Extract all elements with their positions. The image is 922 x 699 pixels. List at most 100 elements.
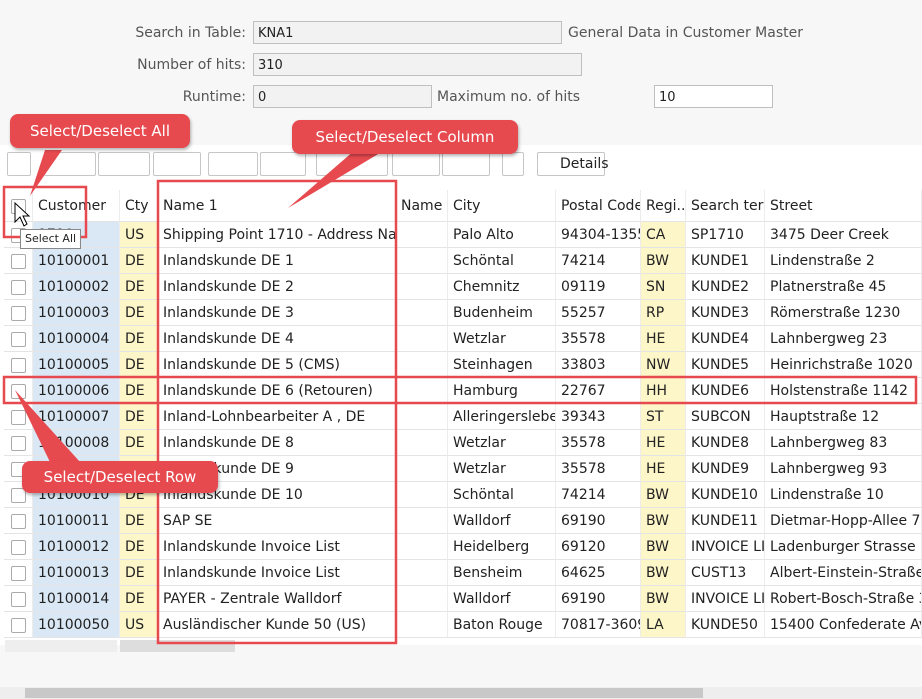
row-checkbox[interactable] xyxy=(11,306,26,321)
row-checkbox[interactable] xyxy=(11,358,26,373)
table-cell: HE xyxy=(641,326,686,352)
column-header[interactable]: Regi... xyxy=(641,190,686,222)
table-cell: 35578 xyxy=(556,430,641,456)
row-checkbox[interactable] xyxy=(11,514,26,529)
table-cell xyxy=(396,222,448,248)
table-cell: Bensheim xyxy=(448,560,556,586)
table-cell xyxy=(396,300,448,326)
table-cell: HE xyxy=(641,456,686,482)
zoom-button[interactable] xyxy=(7,152,31,176)
table-cell: 35578 xyxy=(556,456,641,482)
table-cell: Inlandskunde DE 6 (Retouren) xyxy=(158,378,396,404)
table-cell: Palo Alto xyxy=(448,222,556,248)
layout-button[interactable] xyxy=(442,152,490,176)
table-cell: DE xyxy=(120,378,158,404)
table-cell xyxy=(396,404,448,430)
table-cell xyxy=(396,560,448,586)
table-cell: Römerstraße 1230 xyxy=(765,300,922,326)
row-checkbox[interactable] xyxy=(11,332,26,347)
highlight xyxy=(2,375,918,405)
table-cell: 10100013 xyxy=(33,560,120,586)
table-cell: 22767 xyxy=(556,378,641,404)
table-cell: KUNDE5 xyxy=(686,352,765,378)
runtime-input[interactable]: 0 xyxy=(253,85,432,108)
cursor xyxy=(14,201,31,227)
max-input[interactable]: 10 xyxy=(654,85,773,108)
column-header[interactable]: Customer xyxy=(33,190,120,222)
table-cell: 10100002 xyxy=(33,274,120,300)
table-cell: 10100012 xyxy=(33,534,120,560)
table-cell: DE xyxy=(120,352,158,378)
table-cell: US xyxy=(120,222,158,248)
table-cell: BW xyxy=(641,560,686,586)
table-cell: Budenheim xyxy=(448,300,556,326)
scroll-thumb[interactable] xyxy=(25,688,703,698)
table-cell: DE xyxy=(120,326,158,352)
table-cell: 69190 xyxy=(556,508,641,534)
table-cell: 10100001 xyxy=(33,248,120,274)
column-header[interactable]: Postal Code xyxy=(556,190,641,222)
table-cell: 94304-1355 xyxy=(556,222,641,248)
row-checkbox[interactable] xyxy=(11,488,26,503)
row-selector[interactable] xyxy=(4,274,33,300)
table-cell: KUNDE8 xyxy=(686,430,765,456)
table-cell: SUBCON xyxy=(686,404,765,430)
table-cell xyxy=(396,612,448,638)
table-cell: DE xyxy=(120,560,158,586)
tooltip: Select All xyxy=(20,229,82,249)
table-cell: Lindenstraße 10 xyxy=(765,482,922,508)
highlight xyxy=(156,179,398,645)
table-cell xyxy=(396,326,448,352)
table-input[interactable]: KNA1 xyxy=(253,21,562,44)
table-cell: 55257 xyxy=(556,300,641,326)
table-cell: 70817-3609 xyxy=(556,612,641,638)
row-checkbox[interactable] xyxy=(11,592,26,607)
table-cell: Lahnbergweg 23 xyxy=(765,326,922,352)
table-cell: 10100011 xyxy=(33,508,120,534)
row-checkbox[interactable] xyxy=(11,540,26,555)
table-cell: INVOICE LI xyxy=(686,534,765,560)
table-cell: KUNDE2 xyxy=(686,274,765,300)
row-checkbox[interactable] xyxy=(11,436,26,451)
row-checkbox[interactable] xyxy=(11,384,26,399)
table-cell: Wetzlar xyxy=(448,456,556,482)
scrollbar xyxy=(5,640,117,652)
table-cell: Robert-Bosch-Straße 3 xyxy=(765,586,922,612)
table-cell xyxy=(396,586,448,612)
table-cell: 15400 Confederate Ave xyxy=(765,612,922,638)
subtotal-button[interactable] xyxy=(260,152,306,176)
table-cell: Inlandskunde DE 8 xyxy=(158,430,396,456)
row-checkbox[interactable] xyxy=(11,618,26,633)
table-cell: 10100003 xyxy=(33,300,120,326)
find-button[interactable] xyxy=(98,152,150,176)
column-header[interactable]: Name 1 xyxy=(158,190,396,222)
row-checkbox[interactable] xyxy=(11,254,26,269)
table-cell: Lindenstraße 2 xyxy=(765,248,922,274)
table-cell: Inlandskunde DE 3 xyxy=(158,300,396,326)
table-cell: KUNDE50 xyxy=(686,612,765,638)
column-header[interactable]: Name 2 xyxy=(396,190,448,222)
sum-button[interactable] xyxy=(208,152,258,176)
label: Maximum no. of hits xyxy=(437,89,581,105)
table-cell: Platnerstraße 45 xyxy=(765,274,922,300)
row-checkbox[interactable] xyxy=(11,566,26,581)
table-cell: INVOICE LI xyxy=(686,586,765,612)
table-cell: DE xyxy=(120,534,158,560)
details-button[interactable]: Details xyxy=(537,152,609,176)
row-checkbox[interactable] xyxy=(11,410,26,425)
filter-button[interactable] xyxy=(153,152,201,176)
table-desc: General Data in Customer Master xyxy=(568,25,803,41)
table-cell: 69120 xyxy=(556,534,641,560)
arrow xyxy=(30,150,62,196)
column-header[interactable]: City xyxy=(448,190,556,222)
table-cell: 10100050 xyxy=(33,612,120,638)
table-cell: 10100007 xyxy=(33,404,120,430)
row-selector[interactable] xyxy=(4,430,33,456)
table-cell: 09119 xyxy=(556,274,641,300)
table-cell: DE xyxy=(120,274,158,300)
export-button[interactable] xyxy=(392,152,440,176)
row-checkbox[interactable] xyxy=(11,280,26,295)
hits-input[interactable]: 310 xyxy=(253,53,582,76)
column-header[interactable]: Search term xyxy=(686,190,765,222)
